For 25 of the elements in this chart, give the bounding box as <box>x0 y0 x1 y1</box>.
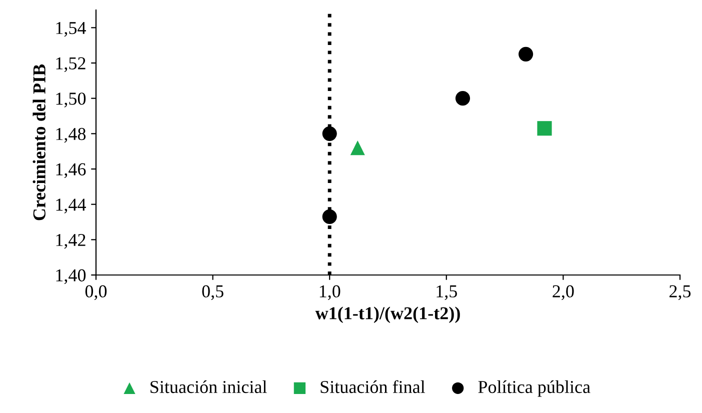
x-tick-label: 2,5 <box>670 285 691 300</box>
y-tick-label: 1,40 <box>56 269 86 284</box>
y-tick-label: 1,50 <box>56 92 86 108</box>
point <box>322 209 337 224</box>
y-tick-label: 1,48 <box>56 128 86 143</box>
x-axis-title: w1(1-t1)/(w2(1-t2)) <box>315 306 460 324</box>
point <box>518 46 534 62</box>
y-tick-label: 1,54 <box>56 22 86 37</box>
x-tick-label: 1,0 <box>320 285 340 300</box>
x-tick-label: 2,0 <box>552 285 574 300</box>
point <box>537 121 552 136</box>
point <box>350 140 365 156</box>
y-axis-title: Crecimiento del PIB <box>32 64 46 220</box>
y-tick-label: 1,42 <box>56 234 86 249</box>
x-tick-label: 0,5 <box>202 285 224 300</box>
x-tick-label: 1,5 <box>436 285 457 300</box>
point <box>455 91 470 106</box>
legend-label: Situación final <box>320 380 426 394</box>
y-tick-label: 1,46 <box>56 163 86 178</box>
legend-label: Situación inicial <box>150 380 267 394</box>
y-tick-label: 1,44 <box>56 198 86 214</box>
x-tick-label: 0,0 <box>85 285 107 300</box>
point <box>322 126 337 141</box>
legend-label: Política pública <box>478 380 590 397</box>
y-tick-label: 1,52 <box>56 57 86 72</box>
